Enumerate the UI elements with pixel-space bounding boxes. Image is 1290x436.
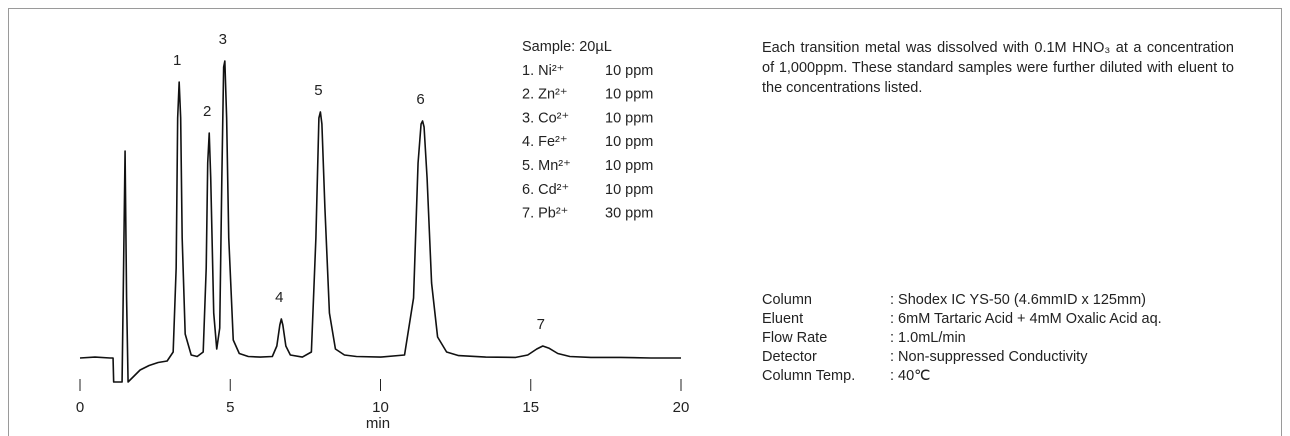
sample-conc: 10 ppm [605,63,653,79]
peak-label: 7 [537,316,545,333]
peak-label: 4 [275,289,283,306]
x-tick-label: 15 [522,399,539,416]
sample-conc: 10 ppm [605,87,653,103]
peak-label: 5 [314,82,322,99]
sample-conc: 30 ppm [605,206,653,222]
sample-conc: 10 ppm [605,110,653,126]
condition-key: Column Temp. [762,368,855,384]
peak-label: 6 [416,91,424,108]
description: Each transition metal was dissolved with… [762,40,1234,96]
peak-label: 2 [203,103,211,120]
condition-value: : Non-suppressed Conductivity [890,349,1088,365]
x-tick-label: 5 [226,399,234,416]
x-tick-label: 20 [673,399,690,416]
sample-label: 5. Mn²⁺ [522,158,571,174]
peak-label: 3 [219,31,227,48]
sample-label: 1. Ni²⁺ [522,63,564,79]
sample-label: 2. Zn²⁺ [522,87,568,103]
condition-value: : 6mM Tartaric Acid + 4mM Oxalic Acid aq… [890,311,1162,327]
sample-label: 4. Fe²⁺ [522,134,568,150]
condition-key: Detector [762,349,817,365]
condition-key: Flow Rate [762,330,827,346]
sample-conc: 10 ppm [605,158,653,174]
frame [8,8,1282,436]
sample-conc: 10 ppm [605,134,653,150]
condition-value: : 1.0mL/min [890,330,966,346]
sample-conc: 10 ppm [605,182,653,198]
condition-key: Column [762,292,812,308]
trace [79,60,681,383]
condition-value: : 40℃ [890,368,930,384]
peak-label: 1 [173,52,181,69]
condition-value: : Shodex IC YS-50 (4.6mmID x 125mm) [890,292,1146,308]
x-tick-label: 0 [76,399,84,416]
sample-title: Sample: 20µL [522,39,612,55]
sample-label: 6. Cd²⁺ [522,182,569,198]
x-tick-label: 10 [372,399,389,416]
x-axis-label: min [366,415,390,432]
sample-label: 3. Co²⁺ [522,110,569,126]
sample-label: 7. Pb²⁺ [522,206,568,222]
condition-key: Eluent [762,311,803,327]
